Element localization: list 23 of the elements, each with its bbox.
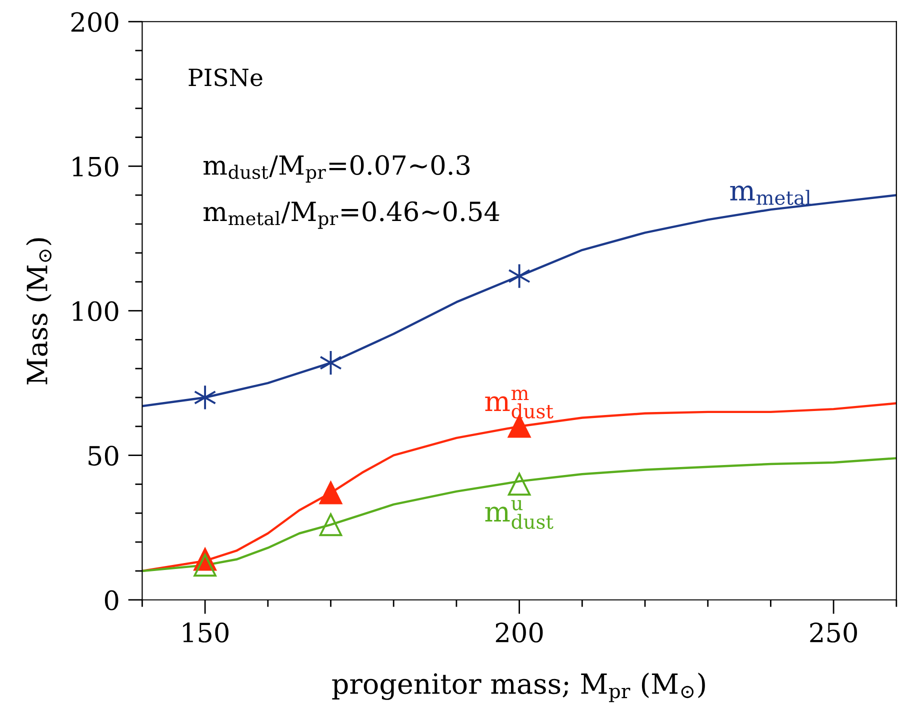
series-label: m$^{u}$$_{dust}$ [485, 500, 554, 529]
y-tick-label: 50 [88, 446, 118, 466]
y-axis-title: Mass (M$_{⊙}$) [26, 238, 52, 384]
point [194, 384, 216, 410]
y-tick-label: 150 [72, 156, 118, 177]
annotation: m$_{metal}$/M$_{pr}$=0.46~0.54 [203, 201, 500, 229]
x-tick-label: 200 [496, 622, 543, 643]
y-tick-label: 0 [104, 590, 118, 610]
x-axis-title: progenitor mass; M$_{pr}$ (M$_{⊙}$) [332, 672, 705, 702]
y-tick-label: 100 [72, 301, 118, 322]
point [319, 513, 342, 536]
line-series [142, 457, 896, 572]
y-tick-label: 200 [71, 12, 118, 32]
series-label: m$^{m}$$_{dust}$ [485, 390, 554, 418]
point [508, 472, 531, 496]
annotation: PISNe [188, 68, 262, 86]
x-tick-label: 250 [810, 622, 857, 643]
point [319, 482, 342, 504]
x-tick-label: 150 [183, 622, 228, 643]
point [194, 554, 216, 577]
series-label: m$_{metal}$ [730, 186, 811, 205]
point [508, 263, 530, 289]
annotation: m$_{dust}$/M$_{pr}$=0.07~0.3 [203, 155, 470, 183]
